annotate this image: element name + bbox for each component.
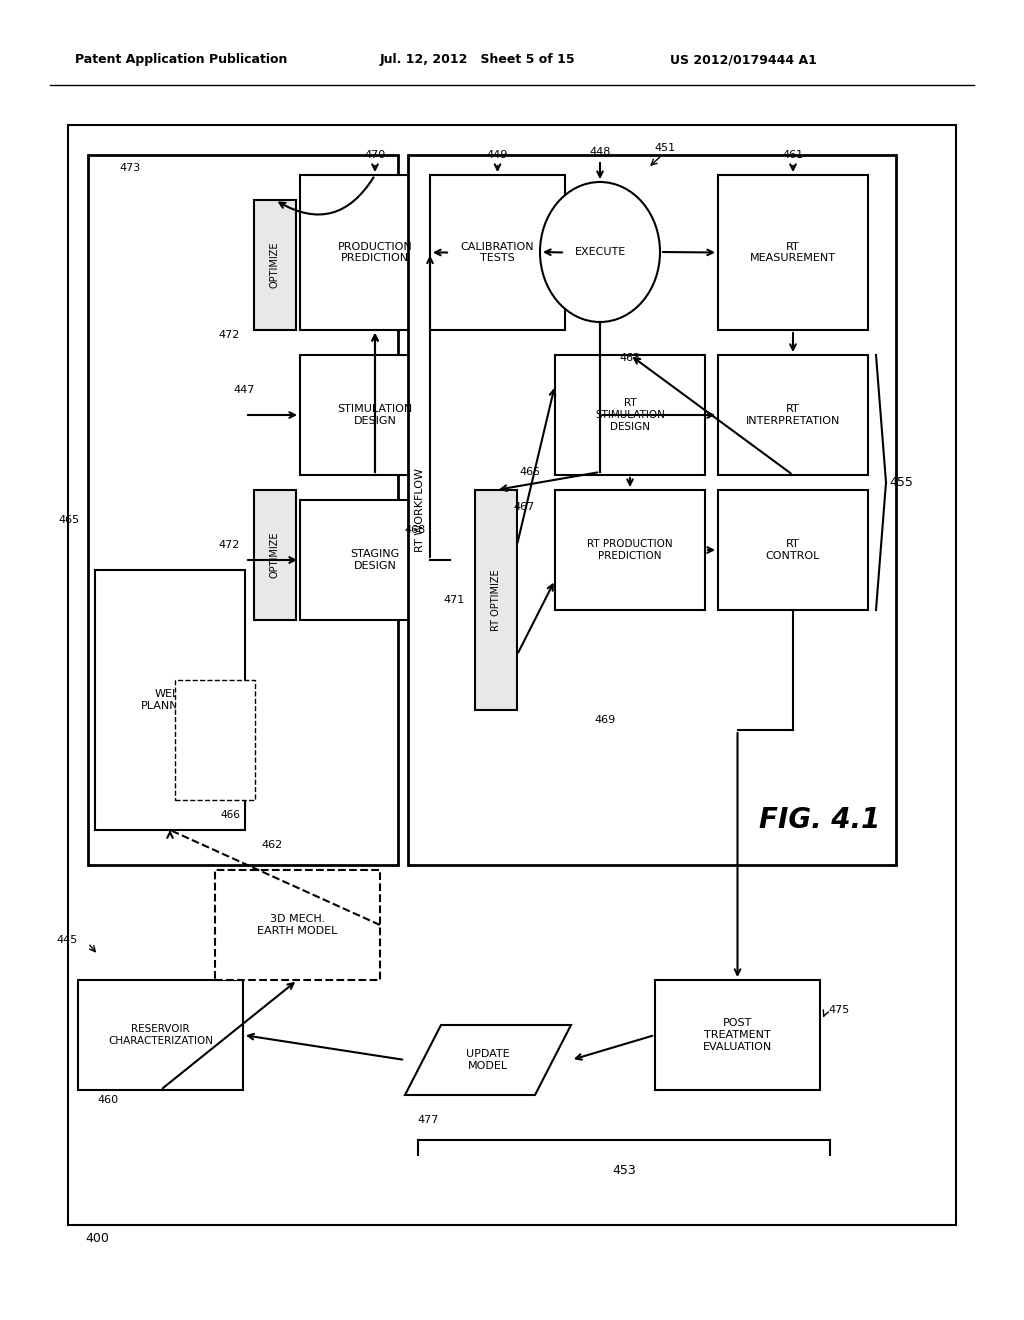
Text: 472: 472 (219, 330, 240, 341)
Text: PRODUCTION
PREDICTION: PRODUCTION PREDICTION (338, 242, 413, 263)
Text: 463: 463 (620, 352, 641, 363)
Text: STIMULATION
DESIGN: STIMULATION DESIGN (337, 404, 413, 426)
Text: 453: 453 (612, 1163, 636, 1176)
Text: 447: 447 (233, 385, 255, 395)
Text: 462: 462 (261, 840, 283, 850)
Text: 3D MECH.
EARTH MODEL: 3D MECH. EARTH MODEL (257, 915, 338, 936)
Text: WELL
PLANNING: WELL PLANNING (141, 689, 199, 710)
Text: 451: 451 (654, 143, 676, 153)
Bar (718, 355, 868, 475)
Bar (430, 176, 565, 330)
Text: 473: 473 (120, 162, 140, 173)
Text: 469: 469 (594, 715, 615, 725)
Text: 461: 461 (782, 150, 804, 160)
Ellipse shape (540, 182, 660, 322)
Polygon shape (406, 1026, 571, 1096)
Text: 467: 467 (514, 502, 535, 512)
Text: STAGING
DESIGN: STAGING DESIGN (350, 549, 399, 570)
Bar (555, 355, 705, 475)
Bar (718, 176, 868, 330)
Text: FIG. 4.1: FIG. 4.1 (760, 807, 881, 834)
Text: 475: 475 (828, 1005, 849, 1015)
Text: 449: 449 (486, 150, 508, 160)
Bar (215, 870, 380, 979)
Bar (718, 490, 868, 610)
Bar (300, 176, 450, 330)
Bar (555, 490, 705, 610)
Text: 465: 465 (58, 515, 80, 525)
Bar (175, 680, 255, 800)
Text: POST
TREATMENT
EVALUATION: POST TREATMENT EVALUATION (702, 1019, 772, 1052)
Text: 445: 445 (56, 935, 78, 945)
Text: 477: 477 (418, 1115, 438, 1125)
Text: UPDATE
MODEL: UPDATE MODEL (466, 1049, 510, 1071)
Text: RT
CONTROL: RT CONTROL (766, 539, 820, 561)
Text: EXECUTE: EXECUTE (574, 247, 626, 257)
Text: 466: 466 (220, 810, 240, 820)
Bar (88, 154, 398, 865)
Text: RT WORKFLOW: RT WORKFLOW (415, 469, 425, 552)
Bar (68, 125, 956, 1225)
Bar (408, 154, 896, 865)
Text: 455: 455 (889, 477, 913, 488)
Text: RT
STIMULATION
DESIGN: RT STIMULATION DESIGN (595, 399, 665, 432)
Bar (655, 979, 820, 1090)
Text: 468: 468 (404, 525, 426, 535)
Bar (254, 490, 296, 620)
Text: Patent Application Publication: Patent Application Publication (75, 54, 288, 66)
Text: CALIBRATION
TESTS: CALIBRATION TESTS (461, 242, 535, 263)
Bar (300, 355, 450, 475)
Text: 448: 448 (590, 147, 610, 157)
Text: RT PRODUCTION
PREDICTION: RT PRODUCTION PREDICTION (587, 539, 673, 561)
Text: 472: 472 (219, 540, 240, 550)
Text: 470: 470 (365, 150, 386, 160)
Bar (95, 570, 245, 830)
Bar (475, 490, 517, 710)
Text: 471: 471 (443, 595, 465, 605)
Text: RT
MEASUREMENT: RT MEASUREMENT (750, 242, 836, 263)
Bar (300, 500, 450, 620)
Text: 465: 465 (519, 467, 541, 477)
Text: 460: 460 (97, 1096, 119, 1105)
Text: RT
INTERPRETATION: RT INTERPRETATION (745, 404, 840, 426)
Text: RT OPTIMIZE: RT OPTIMIZE (490, 569, 501, 631)
Text: OPTIMIZE: OPTIMIZE (270, 532, 280, 578)
Text: RESERVOIR
CHARACTERIZATION: RESERVOIR CHARACTERIZATION (108, 1024, 213, 1045)
Text: US 2012/0179444 A1: US 2012/0179444 A1 (670, 54, 817, 66)
Bar (78, 979, 243, 1090)
Text: Jul. 12, 2012   Sheet 5 of 15: Jul. 12, 2012 Sheet 5 of 15 (380, 54, 575, 66)
Text: 400: 400 (85, 1232, 109, 1245)
Bar (254, 201, 296, 330)
Text: OPTIMIZE: OPTIMIZE (270, 242, 280, 288)
